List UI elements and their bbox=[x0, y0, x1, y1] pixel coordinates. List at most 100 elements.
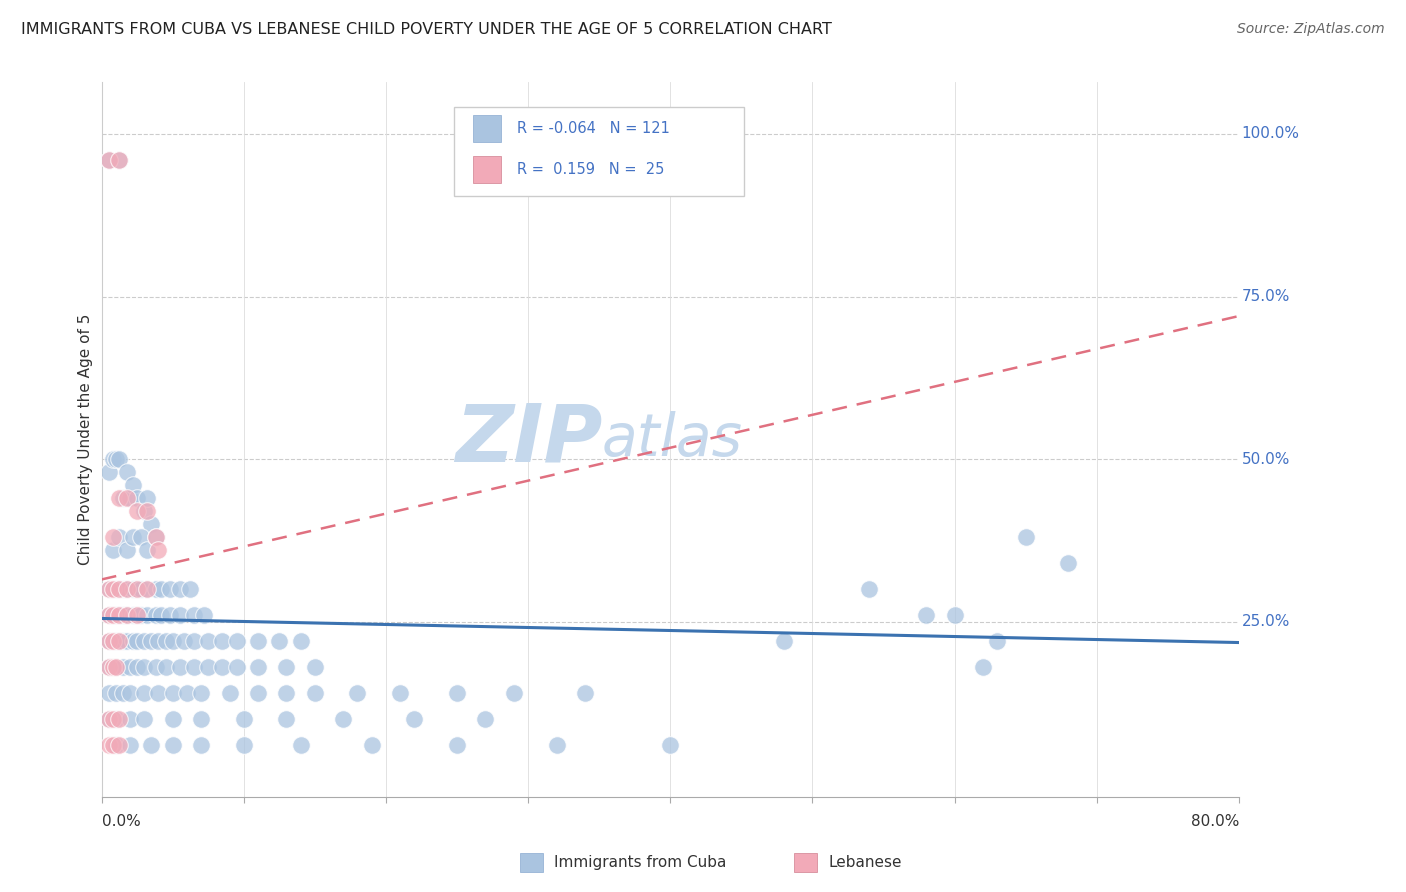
Point bbox=[111, 582, 134, 597]
Point bbox=[115, 582, 138, 597]
Point bbox=[134, 634, 156, 648]
Point bbox=[97, 634, 120, 648]
Point bbox=[136, 582, 159, 597]
Point bbox=[97, 660, 120, 674]
Point bbox=[145, 660, 167, 674]
Point bbox=[107, 634, 129, 648]
Point bbox=[162, 712, 184, 726]
Point bbox=[150, 582, 173, 597]
Point bbox=[97, 712, 120, 726]
Point bbox=[131, 530, 153, 544]
Point bbox=[118, 712, 141, 726]
Point bbox=[104, 686, 127, 700]
Point bbox=[101, 634, 124, 648]
Point bbox=[101, 608, 124, 623]
Point bbox=[118, 660, 141, 674]
Point bbox=[115, 491, 138, 505]
Point bbox=[134, 504, 156, 518]
Point bbox=[183, 634, 205, 648]
Point bbox=[169, 608, 191, 623]
Point bbox=[183, 608, 205, 623]
Point bbox=[197, 634, 219, 648]
Text: Lebanese: Lebanese bbox=[828, 855, 901, 870]
Point bbox=[115, 543, 138, 558]
Point bbox=[118, 739, 141, 753]
Point bbox=[136, 543, 159, 558]
Point bbox=[858, 582, 880, 597]
Point bbox=[122, 608, 145, 623]
Text: ZIP: ZIP bbox=[454, 401, 602, 479]
Point bbox=[127, 491, 149, 505]
Point bbox=[150, 608, 173, 623]
Point bbox=[107, 608, 129, 623]
Point bbox=[246, 660, 269, 674]
Point bbox=[111, 634, 134, 648]
Point bbox=[107, 153, 129, 167]
Point bbox=[104, 660, 127, 674]
Point bbox=[97, 739, 120, 753]
Point bbox=[148, 543, 170, 558]
Point bbox=[162, 634, 184, 648]
Point bbox=[474, 712, 496, 726]
Point bbox=[104, 712, 127, 726]
Point bbox=[145, 530, 167, 544]
Text: Source: ZipAtlas.com: Source: ZipAtlas.com bbox=[1237, 22, 1385, 37]
Point bbox=[118, 686, 141, 700]
Point bbox=[104, 608, 127, 623]
Point bbox=[169, 660, 191, 674]
Point bbox=[190, 739, 212, 753]
Point bbox=[127, 634, 149, 648]
Point bbox=[107, 712, 129, 726]
Point bbox=[134, 712, 156, 726]
Point bbox=[97, 582, 120, 597]
Point bbox=[101, 452, 124, 467]
Point bbox=[169, 582, 191, 597]
Point bbox=[101, 608, 124, 623]
Point bbox=[290, 634, 312, 648]
Point bbox=[404, 712, 426, 726]
Point bbox=[127, 608, 149, 623]
Point bbox=[107, 739, 129, 753]
Point bbox=[290, 739, 312, 753]
Text: 50.0%: 50.0% bbox=[1241, 451, 1291, 467]
Point bbox=[659, 739, 682, 753]
Point bbox=[97, 660, 120, 674]
Point bbox=[446, 739, 468, 753]
Text: 75.0%: 75.0% bbox=[1241, 289, 1291, 304]
Point bbox=[111, 660, 134, 674]
Point bbox=[136, 504, 159, 518]
Point bbox=[136, 608, 159, 623]
Point bbox=[162, 739, 184, 753]
Point bbox=[107, 530, 129, 544]
Point bbox=[155, 634, 177, 648]
Point bbox=[232, 712, 254, 726]
Point bbox=[197, 660, 219, 674]
Bar bbox=[474, 156, 501, 183]
Point bbox=[246, 686, 269, 700]
Point bbox=[136, 582, 159, 597]
Point bbox=[101, 634, 124, 648]
Text: IMMIGRANTS FROM CUBA VS LEBANESE CHILD POVERTY UNDER THE AGE OF 5 CORRELATION CH: IMMIGRANTS FROM CUBA VS LEBANESE CHILD P… bbox=[21, 22, 832, 37]
Point bbox=[131, 608, 153, 623]
Point bbox=[276, 686, 298, 700]
Point bbox=[101, 739, 124, 753]
Point bbox=[190, 712, 212, 726]
Point bbox=[276, 660, 298, 674]
Point bbox=[141, 517, 163, 532]
Point bbox=[145, 608, 167, 623]
Point bbox=[148, 634, 170, 648]
Point bbox=[218, 686, 240, 700]
Point bbox=[176, 686, 198, 700]
Point bbox=[304, 660, 326, 674]
Point bbox=[159, 582, 181, 597]
Point bbox=[304, 686, 326, 700]
Point bbox=[104, 739, 127, 753]
Point bbox=[225, 634, 247, 648]
Point bbox=[107, 153, 129, 167]
Text: atlas: atlas bbox=[602, 411, 742, 468]
Point bbox=[111, 491, 134, 505]
Point bbox=[915, 608, 938, 623]
Point bbox=[332, 712, 354, 726]
Point bbox=[107, 452, 129, 467]
Point bbox=[101, 582, 124, 597]
